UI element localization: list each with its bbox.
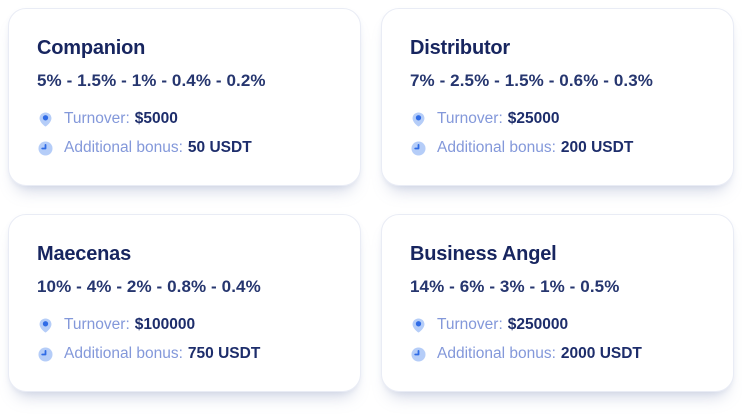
bonus-value: 750 USDT	[187, 345, 261, 362]
tier-features: Turnover: $250000 Additional bonus: 2000…	[410, 316, 705, 363]
tier-features: Turnover: $100000 Additional bonus: 750 …	[37, 316, 332, 363]
tier-percentages: 14% - 6% - 3% - 1% - 0.5%	[410, 277, 620, 296]
tier-title: Business Angel	[410, 243, 557, 265]
bonus-row: Additional bonus: 2000 USDT	[410, 345, 705, 363]
clock-icon	[37, 346, 54, 363]
bonus-row: Additional bonus: 50 USDT	[37, 139, 332, 157]
turnover-label: Turnover:	[64, 110, 130, 127]
bonus-label: Additional bonus:	[437, 345, 556, 362]
tier-card-companion: Companion 5% - 1.5% - 1% - 0.4% - 0.2% T…	[8, 8, 361, 186]
bonus-label: Additional bonus:	[437, 139, 556, 156]
tier-card-distributor: Distributor 7% - 2.5% - 1.5% - 0.6% - 0.…	[381, 8, 734, 186]
tier-title: Maecenas	[37, 243, 132, 265]
bonus-row: Additional bonus: 200 USDT	[410, 139, 705, 157]
location-pin-icon	[37, 111, 54, 128]
bonus-value: 200 USDT	[560, 139, 634, 156]
location-pin-icon	[410, 111, 427, 128]
turnover-value: $5000	[134, 110, 178, 127]
tier-features: Turnover: $25000 Additional bonus: 200 U…	[410, 110, 705, 157]
tier-percentages: 5% - 1.5% - 1% - 0.4% - 0.2%	[37, 71, 266, 90]
turnover-value: $25000	[507, 110, 560, 127]
tier-title: Companion	[37, 37, 146, 59]
bonus-value: 50 USDT	[187, 139, 252, 156]
clock-icon	[410, 140, 427, 157]
turnover-row: Turnover: $100000	[37, 316, 332, 334]
bonus-value: 2000 USDT	[560, 345, 642, 362]
turnover-label: Turnover:	[64, 316, 130, 333]
tier-card-maecenas: Maecenas 10% - 4% - 2% - 0.8% - 0.4% Tur…	[8, 214, 361, 392]
bonus-row: Additional bonus: 750 USDT	[37, 345, 332, 363]
bonus-label: Additional bonus:	[64, 345, 183, 362]
tier-percentages: 7% - 2.5% - 1.5% - 0.6% - 0.3%	[410, 71, 653, 90]
turnover-label: Turnover:	[437, 316, 503, 333]
tier-card-business-angel: Business Angel 14% - 6% - 3% - 1% - 0.5%…	[381, 214, 734, 392]
turnover-row: Turnover: $5000	[37, 110, 332, 128]
tier-title: Distributor	[410, 37, 511, 59]
turnover-value: $100000	[134, 316, 196, 333]
clock-icon	[410, 346, 427, 363]
turnover-row: Turnover: $25000	[410, 110, 705, 128]
turnover-value: $250000	[507, 316, 569, 333]
location-pin-icon	[410, 317, 427, 334]
tier-cards-grid: Companion 5% - 1.5% - 1% - 0.4% - 0.2% T…	[8, 8, 734, 392]
turnover-row: Turnover: $250000	[410, 316, 705, 334]
bonus-label: Additional bonus:	[64, 139, 183, 156]
tier-features: Turnover: $5000 Additional bonus: 50 USD…	[37, 110, 332, 157]
tier-percentages: 10% - 4% - 2% - 0.8% - 0.4%	[37, 277, 261, 296]
turnover-label: Turnover:	[437, 110, 503, 127]
clock-icon	[37, 140, 54, 157]
location-pin-icon	[37, 317, 54, 334]
